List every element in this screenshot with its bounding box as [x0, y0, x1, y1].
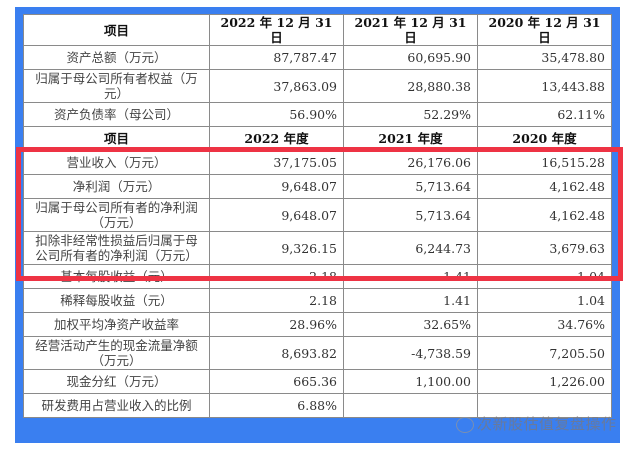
row-label: 营业收入（万元） [23, 150, 210, 175]
table-row: 营业收入（万元） 37,175.05 26,176.06 16,515.28 [23, 150, 612, 175]
row-label: 加权平均净资产收益率 [23, 312, 210, 337]
cell-2022: 56.90% [209, 102, 344, 127]
cell-2020: 7,205.50 [477, 336, 612, 370]
cell-2022: 8,693.82 [209, 336, 344, 370]
table-row: 稀释每股收益（元） 2.18 1.41 1.04 [23, 288, 612, 313]
wechat-icon [456, 416, 474, 433]
cell-2021: 52.29% [343, 102, 478, 127]
cell-2020: 1,226.00 [477, 369, 612, 394]
cell-2021: 6,244.73 [343, 231, 478, 265]
row-label: 归属于母公司所有者的净利润（万元） [23, 198, 210, 232]
cell-2020 [477, 393, 612, 418]
row-label: 研发费用占营业收入的比例 [23, 393, 210, 418]
header-2022: 2022 年 12 月 31 日 [209, 14, 344, 46]
table-row: 资产负债率（母公司） 56.90% 52.29% 62.11% [23, 102, 612, 127]
cell-2021: 1.41 [343, 264, 478, 289]
header-2020: 2020 年度 [477, 126, 612, 151]
cell-2020: 35,478.80 [477, 45, 612, 70]
table-row: 基本每股收益（元） 2.18 1.41 1.04 [23, 264, 612, 289]
cell-2020: 4,162.48 [477, 198, 612, 232]
cell-2021 [343, 393, 478, 418]
header-row-income: 项目 2022 年度 2021 年度 2020 年度 [23, 126, 612, 151]
table-row: 归属于母公司所有者的净利润（万元） 9,648.07 5,713.64 4,16… [23, 198, 612, 232]
header-2021: 2021 年度 [343, 126, 478, 151]
row-label: 归属于母公司所有者权益（万元） [23, 69, 210, 103]
cell-2022: 2.18 [209, 288, 344, 313]
cell-2021: 1,100.00 [343, 369, 478, 394]
cell-2022: 9,326.15 [209, 231, 344, 265]
cell-2021: 26,176.06 [343, 150, 478, 175]
cell-2021: 5,713.64 [343, 174, 478, 199]
watermark-text: 次新股估值复盘操作 [477, 415, 617, 433]
cell-2020: 4,162.48 [477, 174, 612, 199]
row-label: 扣除非经常性损益后归属于母公司所有者的净利润（万元） [23, 231, 210, 265]
cell-2021: -4,738.59 [343, 336, 478, 370]
cell-2020: 13,443.88 [477, 69, 612, 103]
cell-2022: 9,648.07 [209, 198, 344, 232]
cell-2020: 3,679.63 [477, 231, 612, 265]
cell-2022: 28.96% [209, 312, 344, 337]
cell-2020: 1.04 [477, 264, 612, 289]
cell-2022: 2.18 [209, 264, 344, 289]
cell-2020: 16,515.28 [477, 150, 612, 175]
cell-2020: 34.76% [477, 312, 612, 337]
header-2020: 2020 年 12 月 31 日 [477, 14, 612, 46]
header-item: 项目 [23, 14, 210, 46]
row-label: 稀释每股收益（元） [23, 288, 210, 313]
financial-table: 项目 2022 年 12 月 31 日 2021 年 12 月 31 日 202… [23, 14, 612, 418]
cell-2022: 37,175.05 [209, 150, 344, 175]
cell-2022: 87,787.47 [209, 45, 344, 70]
cell-2021: 28,880.38 [343, 69, 478, 103]
table-row: 现金分红（万元） 665.36 1,100.00 1,226.00 [23, 369, 612, 394]
cell-2020: 1.04 [477, 288, 612, 313]
cell-2021: 32.65% [343, 312, 478, 337]
cell-2022: 9,648.07 [209, 174, 344, 199]
header-2022: 2022 年度 [209, 126, 344, 151]
table-row: 经营活动产生的现金流量净额（万元） 8,693.82 -4,738.59 7,2… [23, 336, 612, 370]
cell-2022: 665.36 [209, 369, 344, 394]
header-row-balance: 项目 2022 年 12 月 31 日 2021 年 12 月 31 日 202… [23, 14, 612, 46]
watermark: 次新股估值复盘操作 [456, 413, 617, 434]
table-row: 资产总额（万元） 87,787.47 60,695.90 35,478.80 [23, 45, 612, 70]
header-2021: 2021 年 12 月 31 日 [343, 14, 478, 46]
cell-2022: 37,863.09 [209, 69, 344, 103]
row-label: 资产负债率（母公司） [23, 102, 210, 127]
table-row: 研发费用占营业收入的比例 6.88% [23, 393, 612, 418]
cell-2020: 62.11% [477, 102, 612, 127]
table-row: 归属于母公司所有者权益（万元） 37,863.09 28,880.38 13,4… [23, 69, 612, 103]
cell-2021: 5,713.64 [343, 198, 478, 232]
cell-2021: 1.41 [343, 288, 478, 313]
row-label: 经营活动产生的现金流量净额（万元） [23, 336, 210, 370]
header-item: 项目 [23, 126, 210, 151]
row-label: 基本每股收益（元） [23, 264, 210, 289]
table-row: 扣除非经常性损益后归属于母公司所有者的净利润（万元） 9,326.15 6,24… [23, 231, 612, 265]
cell-2021: 60,695.90 [343, 45, 478, 70]
row-label: 现金分红（万元） [23, 369, 210, 394]
row-label: 资产总额（万元） [23, 45, 210, 70]
table-row: 加权平均净资产收益率 28.96% 32.65% 34.76% [23, 312, 612, 337]
table-row: 净利润（万元） 9,648.07 5,713.64 4,162.48 [23, 174, 612, 199]
row-label: 净利润（万元） [23, 174, 210, 199]
cell-2022: 6.88% [209, 393, 344, 418]
